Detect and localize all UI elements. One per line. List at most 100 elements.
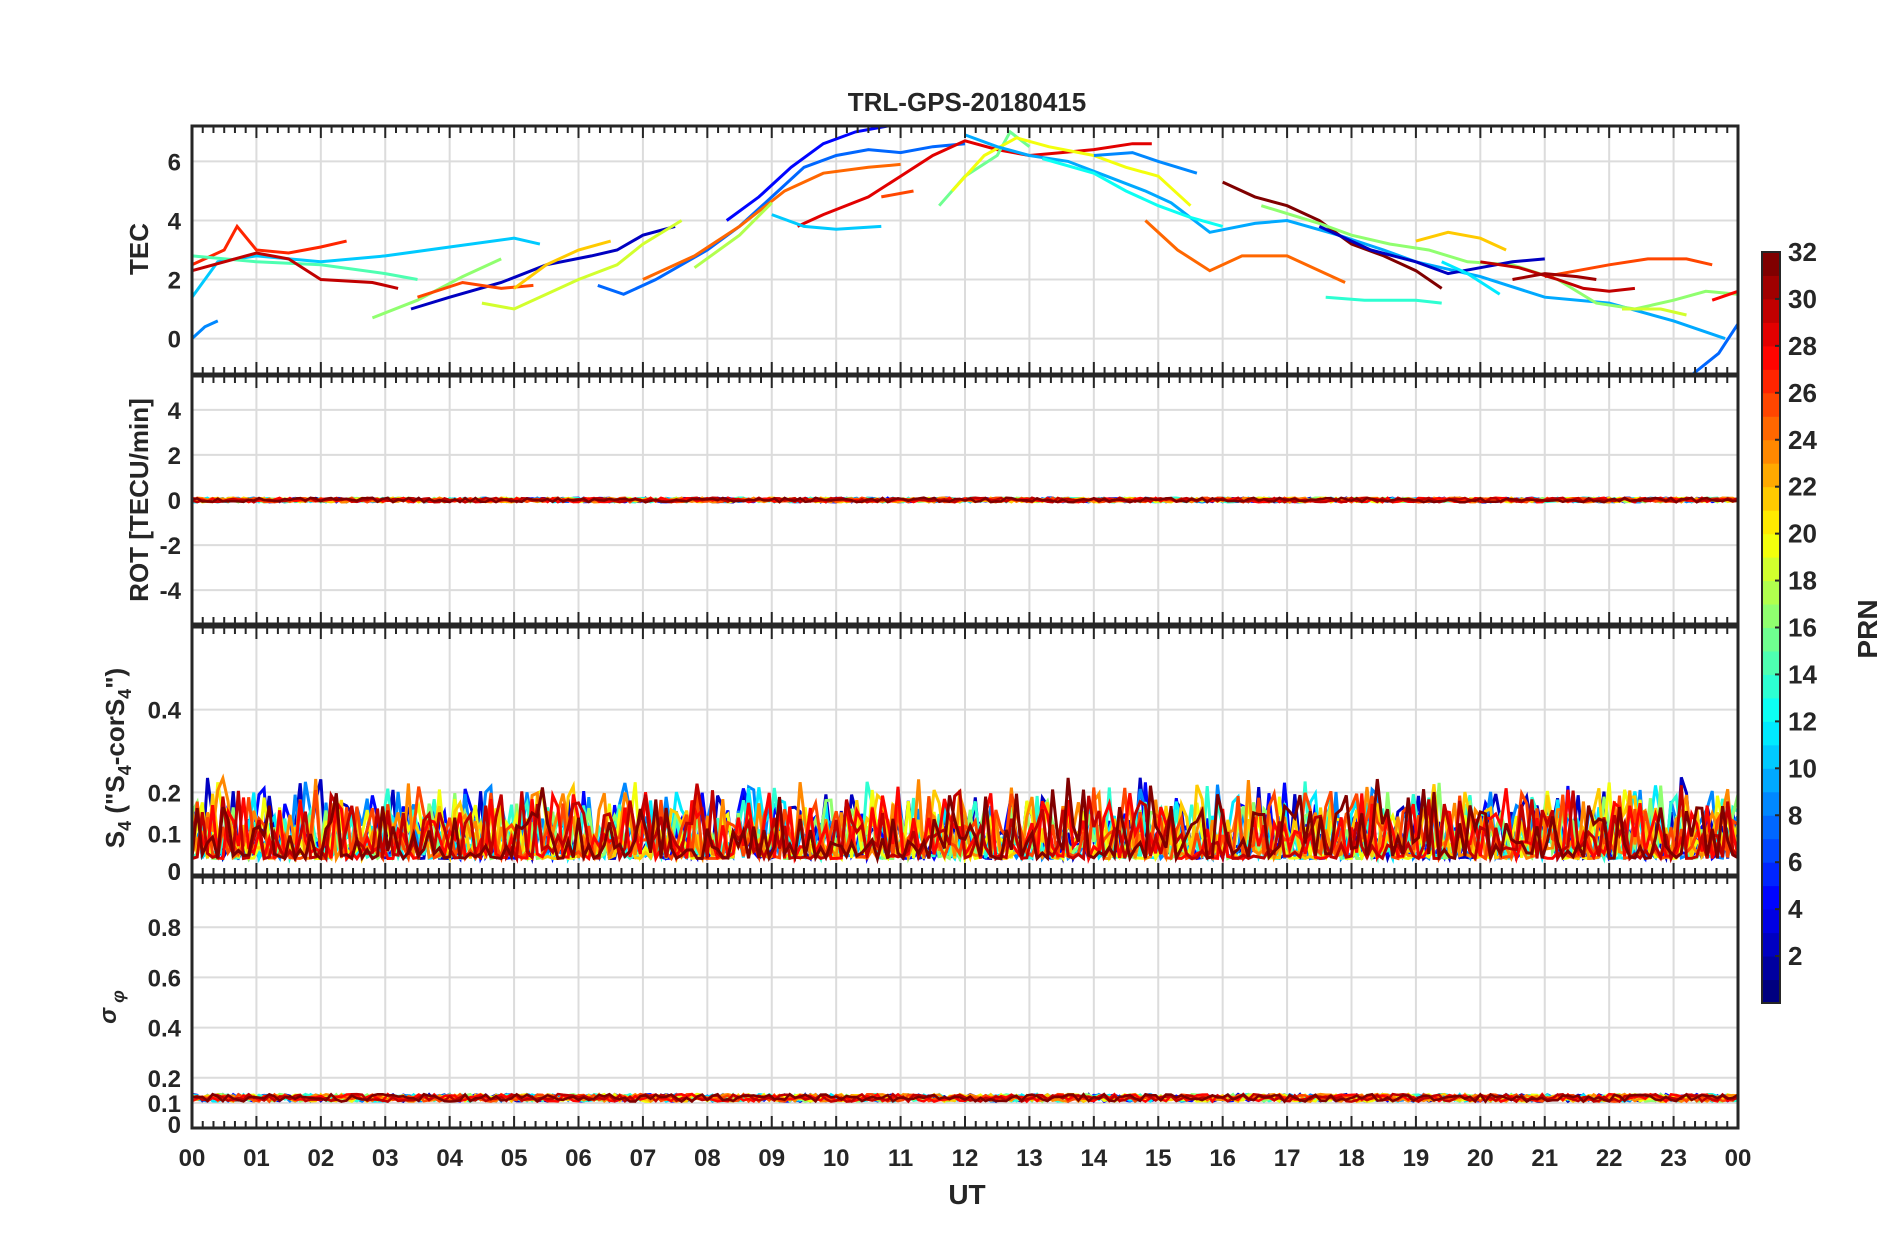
colorbar-segment [1762,674,1780,699]
tec-series-line [964,133,1726,341]
colorbar-tick-label: 24 [1788,425,1817,455]
colorbar-tick-label: 32 [1788,237,1817,267]
x-tick-label: 05 [501,1145,528,1172]
tec-series-line [597,142,966,296]
x-tick-label: 06 [565,1145,592,1172]
colorbar-segment [1762,604,1780,628]
tec-series-line [1325,295,1442,305]
colorbar-segment [1762,510,1780,535]
x-tick-labels: 00 01 02 03 04 05 06 07 08 09 10 11 12 13 14 15 16 17 18 19… [179,1145,1752,1172]
y-tick-label: 0 [168,859,181,886]
svg-text:S4 ("S4-corS4"): S4 ("S4-corS4") [100,668,135,848]
tec-series-line [1415,230,1507,252]
colorbar-segment [1762,697,1780,722]
tec-series-line [1041,157,1224,228]
colorbar-segment [1762,486,1780,511]
y-tick-label: 4 [168,398,182,425]
tec-series-line [410,224,676,311]
tec-series-line [190,236,541,299]
y-tick-label: 4 [168,208,182,235]
x-tick-label: 15 [1145,1145,1172,1172]
y-tick-label: 0.1 [148,1091,181,1118]
tec-series-line [642,162,901,281]
x-tick-label: 07 [630,1145,657,1172]
x-tick-label: 03 [372,1145,399,1172]
colorbar-segment [1762,463,1780,488]
tec-series-line [191,251,399,290]
noise-series-line [191,1092,1739,1104]
colorbar-tick-label: 8 [1788,800,1802,830]
tec-series-line [1711,289,1739,302]
colorbar-segment [1762,838,1780,863]
tec-series-line [796,139,1152,228]
chart-title: TRL-GPS-20180415 [848,87,1086,117]
tec-series-line [1512,272,1597,281]
tec-series-line [693,201,773,269]
panel-tec: 0 2 4 6 [168,124,1740,376]
x-tick-label: 00 [179,1145,206,1172]
tec-series-line [1544,257,1713,279]
colorbar-segment [1762,650,1780,675]
panel-sigma-phi: 00.10.2 0.4 0.6 0.8 [148,875,1740,1139]
colorbar-tick-label: 2 [1788,941,1802,971]
y-tick-label: 0.4 [148,698,182,725]
y-tick-label: 0.2 [148,780,181,807]
colorbar-segment [1762,416,1780,441]
y-tick-label: -4 [160,578,182,605]
colorbar-segment [1762,252,1780,276]
noise-series-line [190,777,1739,865]
colorbar-tick-label: 14 [1788,659,1817,689]
x-tick-label: 16 [1209,1145,1236,1172]
y-tick-label: 0 [168,1112,181,1139]
tec-series-line [881,189,914,199]
tec-series-line [771,213,882,231]
colorbar-segment [1762,322,1780,347]
y-tick-label: 0.4 [148,1016,182,1043]
x-tick-label: 18 [1338,1145,1365,1172]
y-tick-label: 0 [168,327,181,354]
colorbar-segment [1762,345,1780,370]
ylabel-sigma-phi: σ φ [95,990,128,1024]
colorbar-segment [1762,275,1780,300]
y-tick-label: 2 [168,443,181,470]
ylabel-s4: S4 ("S4-corS4") [100,668,135,848]
tec-series-line [481,219,683,311]
colorbar-tick-label: 22 [1788,472,1817,502]
colorbar-segment [1762,627,1780,652]
colorbar-segment [1762,439,1780,464]
colorbar-segment [1762,392,1780,417]
colorbar-segment [1762,979,1780,1004]
tec-series-line [1093,151,1198,175]
y-tick-label: 0.6 [148,965,181,992]
colorbar-tick-label: 12 [1788,706,1817,736]
tec-series-line [1691,322,1740,376]
x-tick-label: 19 [1403,1145,1430,1172]
x-tick-label: 22 [1596,1145,1623,1172]
colorbar-segment [1762,791,1780,816]
x-tick-label: 13 [1016,1145,1043,1172]
x-tick-label: 21 [1531,1145,1558,1172]
colorbar-segment [1762,557,1780,582]
y-tick-label: 0.2 [148,1066,181,1093]
tec-series-line [513,239,612,290]
tec-series-line [191,223,347,267]
colorbar-segment [1762,721,1780,746]
x-tick-label: 14 [1080,1145,1107,1172]
y-tick-label: 0 [168,488,181,515]
ylabel-rot: ROT [TECU/min] [124,398,154,602]
colorbar-segment [1762,744,1780,769]
y-tick-label: 0.8 [148,915,181,942]
tec-series-line [1260,204,1739,311]
tec-series-line [1144,219,1346,284]
colorbar-segment [1762,369,1780,394]
tec-series-line [190,319,219,340]
tec-series-line [1441,260,1501,296]
tec-series-line [1222,180,1443,290]
x-tick-label: 09 [758,1145,785,1172]
colorbar-tick-label: 18 [1788,566,1817,596]
colorbar-segment [1762,956,1780,981]
x-tick-label: 17 [1274,1145,1301,1172]
x-tick-label: 08 [694,1145,721,1172]
y-tick-label: 6 [168,149,181,176]
